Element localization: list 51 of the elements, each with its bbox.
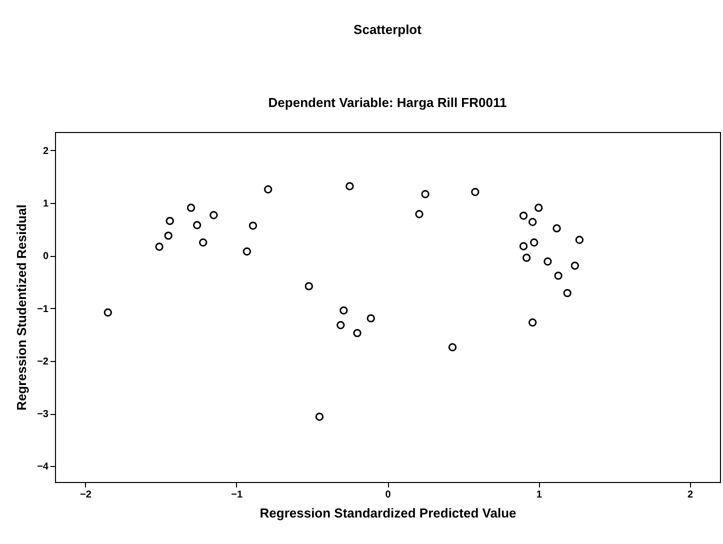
point	[210, 211, 218, 220]
point	[315, 412, 324, 421]
point	[199, 238, 208, 247]
point	[264, 185, 272, 194]
point	[552, 224, 561, 232]
y-tick-label: −2	[37, 356, 49, 368]
point	[471, 188, 480, 196]
chart-subtitle: Dependent Variable: Harga Rill FR0011	[268, 95, 507, 110]
point	[304, 282, 314, 290]
point	[519, 242, 528, 250]
point	[563, 288, 572, 298]
x-axis-title: Regression Standardized Predicted Value	[260, 506, 516, 520]
point	[528, 318, 537, 327]
point	[448, 343, 457, 352]
point	[544, 257, 552, 266]
point	[242, 247, 252, 256]
point	[528, 218, 537, 226]
x-tick-label: 1	[536, 490, 542, 500]
point	[522, 254, 531, 262]
point	[164, 232, 172, 240]
point	[575, 236, 584, 244]
x-tick-label: 0	[385, 490, 392, 500]
point	[192, 221, 202, 230]
point	[530, 238, 538, 247]
y-tick-label: 1	[42, 198, 49, 210]
y-tick-label: 2	[42, 146, 49, 157]
point	[336, 321, 345, 330]
y-axis-title: Regression Studentized Residual	[14, 204, 30, 410]
point	[155, 242, 164, 251]
y-tick-label: 0	[42, 251, 49, 262]
x-tick-label: −2	[80, 490, 92, 500]
point	[353, 328, 362, 338]
point	[166, 216, 174, 226]
y-tick-label: −4	[37, 462, 49, 473]
x-tick-label: 2	[687, 490, 694, 500]
y-tick-label: −3	[37, 409, 49, 420]
x-tick-label: −1	[231, 490, 243, 500]
point	[346, 182, 354, 190]
point	[570, 262, 580, 270]
point	[554, 272, 562, 280]
point	[366, 314, 375, 322]
point	[415, 210, 424, 218]
point	[421, 190, 430, 198]
point	[248, 222, 258, 230]
y-tick-label: −1	[37, 304, 49, 315]
point	[519, 212, 528, 220]
point	[104, 308, 112, 317]
chart-title: Scatterplot	[354, 22, 422, 37]
point	[340, 306, 348, 315]
point	[186, 204, 196, 212]
point	[534, 204, 543, 212]
